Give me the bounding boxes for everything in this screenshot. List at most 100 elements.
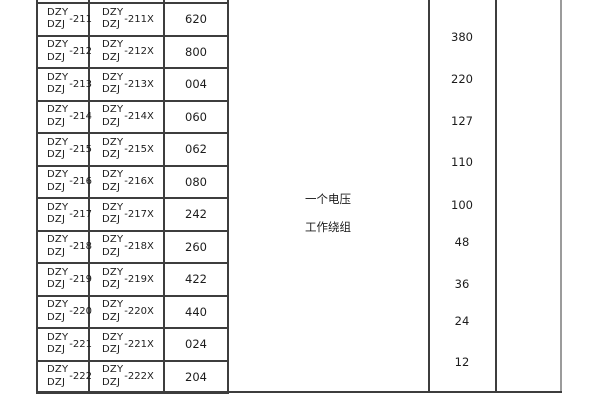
model-prefix: DZY DZJ: [47, 201, 69, 226]
model-suffix: -220: [69, 306, 92, 318]
model-cell: DZY DZJ -214: [36, 101, 92, 134]
column-divider-5: [495, 0, 497, 393]
model-suffix: -214X: [124, 111, 154, 123]
model-cell: DZY DZJ -221: [36, 328, 92, 361]
column-divider-3: [227, 0, 229, 393]
model-suffix: -218X: [124, 241, 154, 253]
model-prefix: DZY DZJ: [102, 6, 124, 31]
voltage-value: 24: [454, 314, 470, 328]
model-prefix: DZY DZJ: [102, 364, 124, 388]
column-divider-2: [163, 0, 165, 393]
table-row: DZY DZJ -219 DZY DZJ -219X 422: [36, 263, 228, 296]
model-prefix: DZY DZJ: [102, 234, 124, 258]
table-row: DZY DZJ -215 DZY DZJ -215X 062: [36, 133, 228, 166]
variant-cell: DZY DZJ -212X: [89, 36, 164, 69]
model-suffix: -213: [69, 78, 92, 90]
table-row: DZY DZJ -216 DZY DZJ -216X 080: [36, 166, 228, 199]
model-suffix: -214: [69, 111, 92, 123]
variant-cell: DZY DZJ -220X: [89, 296, 164, 329]
model-cell: DZY DZJ -211: [36, 3, 92, 36]
row-divider: [36, 229, 229, 232]
column-divider-1: [88, 0, 90, 393]
variant-cell: DZY DZJ -216X: [89, 166, 164, 199]
model-suffix: -221: [69, 338, 92, 350]
model-suffix: -219X: [124, 273, 154, 285]
model-cell: DZY DZJ -216: [36, 166, 92, 199]
table-border-right: [560, 0, 562, 393]
model-suffix: -221X: [124, 338, 154, 350]
value-cell: 004: [185, 77, 207, 92]
model-cell: DZY DZJ -219: [36, 263, 92, 296]
table-row: DZY DZJ -220 DZY DZJ -220X 440: [36, 296, 228, 329]
model-suffix: -215: [69, 143, 92, 155]
value-cell: 422: [185, 272, 207, 287]
variant-cell: DZY DZJ -217X: [89, 198, 164, 231]
model-prefix: DZY DZJ: [47, 71, 69, 96]
row-divider: [36, 294, 229, 297]
winding-label-cell: 一个电压 工作绕组: [228, 192, 428, 234]
voltage-value: 48: [454, 235, 470, 249]
model-cell: DZY DZJ -218: [36, 231, 92, 264]
voltage-value: 110: [451, 155, 473, 169]
row-divider: [36, 327, 229, 329]
model-suffix: -222: [69, 371, 92, 383]
model-suffix: -211X: [124, 13, 154, 25]
model-suffix: -213X: [124, 78, 154, 90]
value-cell: 800: [185, 44, 207, 59]
model-suffix: -222X: [124, 371, 154, 383]
row-divider: [36, 99, 229, 102]
model-prefix: DZY DZJ: [102, 39, 124, 63]
variant-cell: DZY DZJ -222X: [89, 361, 164, 394]
table-border-left: [36, 0, 38, 393]
model-prefix: DZY DZJ: [47, 364, 69, 388]
table-row: DZY DZJ -212 DZY DZJ -212X 800: [36, 36, 228, 69]
voltage-value: 380: [451, 30, 473, 44]
table-border-bottom: [36, 391, 562, 393]
table-row: DZY DZJ -211 DZY DZJ -211X 620: [36, 3, 228, 36]
variant-cell: DZY DZJ -213X: [89, 68, 164, 101]
model-prefix: DZY DZJ: [102, 331, 124, 356]
model-prefix: DZY DZJ: [47, 266, 69, 291]
model-prefix: DZY DZJ: [102, 136, 124, 161]
value-cell: 242: [185, 207, 207, 222]
winding-label-line2: 工作绕组: [305, 220, 351, 234]
table-row: DZY DZJ -218 DZY DZJ -218X 260: [36, 231, 228, 264]
row-divider: [36, 164, 229, 167]
variant-cell: DZY DZJ -215X: [89, 133, 164, 166]
model-prefix: DZY DZJ: [102, 169, 124, 193]
model-cell: DZY DZJ -215: [36, 133, 92, 166]
model-suffix: -217: [69, 208, 92, 220]
table-row: DZY DZJ -214 DZY DZJ -214X 060: [36, 101, 228, 134]
row-divider: [36, 359, 229, 362]
model-prefix: DZY DZJ: [47, 169, 69, 193]
model-prefix: DZY DZJ: [47, 104, 69, 128]
model-suffix: -216X: [124, 176, 154, 188]
voltage-value: 100: [451, 198, 473, 212]
voltage-column: 380 220 127 110 100 48 36 24 12: [428, 0, 496, 393]
model-cell: DZY DZJ -213: [36, 68, 92, 101]
voltage-value: 36: [454, 277, 470, 291]
model-prefix: DZY DZJ: [102, 266, 124, 291]
model-prefix: DZY DZJ: [47, 39, 69, 63]
model-cell: DZY DZJ -212: [36, 36, 92, 69]
model-cell: DZY DZJ -217: [36, 198, 92, 231]
table-row: DZY DZJ -221 DZY DZJ -221X 024: [36, 328, 228, 361]
row-divider: [36, 2, 229, 4]
value-cell: 060: [185, 109, 207, 124]
value-cell: 080: [185, 174, 207, 189]
model-prefix: DZY DZJ: [47, 299, 69, 323]
model-prefix: DZY DZJ: [47, 6, 69, 31]
variant-cell: DZY DZJ -219X: [89, 263, 164, 296]
row-divider: [36, 262, 229, 264]
row-divider: [36, 132, 229, 134]
model-cell: DZY DZJ -222: [36, 361, 92, 394]
model-suffix: -212: [69, 46, 92, 58]
value-cell: 062: [185, 142, 207, 157]
row-divider: [36, 392, 229, 394]
variant-cell: DZY DZJ -211X: [89, 3, 164, 36]
column-divider-4: [428, 0, 430, 393]
model-suffix: -215X: [124, 143, 154, 155]
variant-cell: DZY DZJ -218X: [89, 231, 164, 264]
model-prefix: DZY DZJ: [47, 331, 69, 356]
